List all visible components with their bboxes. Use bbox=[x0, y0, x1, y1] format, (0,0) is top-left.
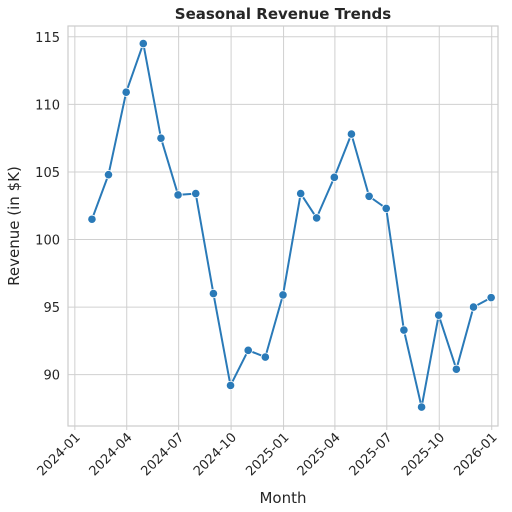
data-point bbox=[329, 172, 339, 182]
data-point bbox=[260, 352, 270, 362]
data-point bbox=[468, 302, 479, 312]
data-point bbox=[364, 191, 374, 201]
x-tick-label: 2024-07 bbox=[138, 430, 187, 479]
x-tick-label: 2025-01 bbox=[243, 430, 292, 479]
data-point bbox=[173, 190, 183, 200]
y-tick-label: 95 bbox=[43, 301, 60, 316]
y-tick-label: 90 bbox=[43, 369, 60, 384]
y-axis-label: Revenue (in $K) bbox=[5, 166, 23, 286]
data-point bbox=[191, 188, 201, 199]
data-point bbox=[243, 345, 253, 355]
data-point bbox=[399, 325, 409, 335]
x-tick-label: 2026-01 bbox=[452, 430, 501, 479]
data-point bbox=[381, 203, 391, 214]
x-tick-label: 2025-07 bbox=[347, 430, 396, 479]
data-point bbox=[87, 214, 97, 224]
data-point bbox=[312, 213, 322, 223]
data-point bbox=[486, 293, 496, 303]
data-point bbox=[296, 188, 306, 199]
y-tick-label: 105 bbox=[35, 166, 60, 181]
plot-frame bbox=[67, 25, 499, 427]
x-tick-label: 2024-04 bbox=[87, 430, 136, 479]
data-point bbox=[278, 290, 288, 300]
x-tick-label: 2024-10 bbox=[191, 430, 240, 479]
y-tick-label: 110 bbox=[35, 98, 60, 113]
data-point bbox=[103, 170, 114, 180]
series-line bbox=[91, 42, 492, 409]
data-point bbox=[434, 310, 444, 320]
data-point bbox=[121, 87, 131, 97]
x-tick-label: 2024-01 bbox=[35, 430, 84, 479]
data-point bbox=[416, 402, 427, 412]
y-tick-label: 115 bbox=[35, 31, 60, 46]
data-point bbox=[451, 364, 461, 374]
data-point bbox=[225, 380, 236, 391]
grid-lines bbox=[68, 26, 498, 430]
data-point bbox=[156, 133, 166, 143]
y-tick-label: 100 bbox=[35, 234, 60, 249]
data-point bbox=[138, 38, 148, 49]
x-tick-label: 2025-10 bbox=[399, 430, 448, 479]
data-point bbox=[346, 129, 357, 139]
x-axis-label: Month bbox=[259, 489, 306, 507]
x-tick-label: 2025-04 bbox=[295, 430, 344, 479]
data-point bbox=[208, 288, 219, 299]
chart-title: Seasonal Revenue Trends bbox=[175, 5, 391, 23]
series-layer bbox=[87, 38, 496, 412]
